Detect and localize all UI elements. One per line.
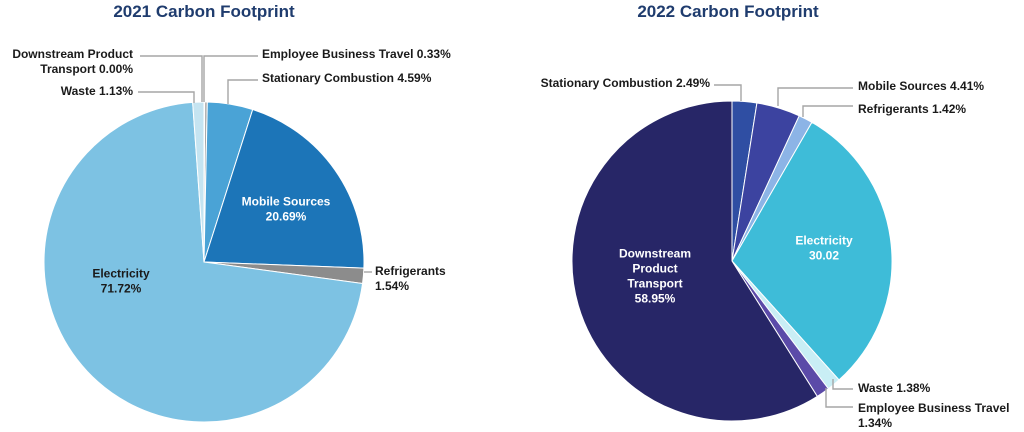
pie-2021-slice-mobile-sources [203,108,365,269]
pie-2021-label-electricity: Electricity [92,267,150,281]
pie-2022-leader-stationary-combustion [714,84,742,101]
pie-2021-label-downstream-product-transport: Downstream Product [12,47,133,61]
pie-2021-leader-employee-business-travel [203,55,258,102]
pie-2022-leader-waste [832,379,853,390]
pie-2021-label-electricity: 71.72% [101,282,142,296]
pie-2021-label-refrigerants: Refrigerants [375,264,446,278]
pie-2022-label-employee-business-travel: Employee Business Travel [858,401,1009,415]
pie-2022-label-refrigerants: Refrigerants 1.42% [858,102,966,116]
pie-2022-label-downstream-product-transport: Product [632,262,677,276]
pie-2022-label-waste: Waste 1.38% [858,381,931,395]
pie-2021-leader-waste [138,91,195,103]
pie-2022-slice-downstream-product-transport [571,100,818,422]
pie-2021-label-refrigerants: 1.54% [375,279,409,293]
pie-2021-slice-downstream-product-transport [203,101,206,263]
pie-2021-label-waste: Waste 1.13% [61,84,134,98]
pie-2021-label-stationary-combustion: Stationary Combustion 4.59% [262,71,432,85]
pie-2022-label-electricity: Electricity [795,234,853,248]
pie-2022-leader-refrigerants [802,105,853,117]
chart-2022-title: 2022 Carbon Footprint [637,2,819,21]
pie-2021-label-mobile-sources: 20.69% [266,210,307,224]
pie-2022: Stationary Combustion 2.49% Mobile Source… [541,76,1010,430]
pie-2022-label-downstream-product-transport: Transport [627,277,682,291]
pie-2021-label-downstream-product-transport: Transport 0.00% [40,62,133,76]
pie-2021-leader-stationary-combustion [227,79,258,104]
pie-2021-slice-electricity [43,101,364,423]
pie-2022-slice-electricity [731,121,893,381]
pie-2022-label-mobile-sources: Mobile Sources 4.41% [858,79,984,93]
pie-2021-label-mobile-sources: Mobile Sources [242,195,331,209]
pie-2022-label-employee-business-travel: 1.34% [858,416,892,430]
pie-2022-leader-mobile-sources [777,87,853,106]
pie-2022-label-electricity: 30.02 [809,249,839,263]
pie-2021-leader-downstream-product-transport [140,55,203,102]
pie-2021-label-employee-business-travel: Employee Business Travel 0.33% [262,47,451,61]
pie-2022-label-downstream-product-transport: Downstream [619,247,691,261]
pie-2022-label-stationary-combustion: Stationary Combustion 2.49% [541,76,711,90]
pie-2022-label-downstream-product-transport: 58.95% [635,292,676,306]
pie-2021: Employee Business Travel 0.33% Stationary… [12,47,451,423]
chart-2021-title: 2021 Carbon Footprint [113,2,295,21]
pie-2022-leader-employee-business-travel [825,388,853,408]
